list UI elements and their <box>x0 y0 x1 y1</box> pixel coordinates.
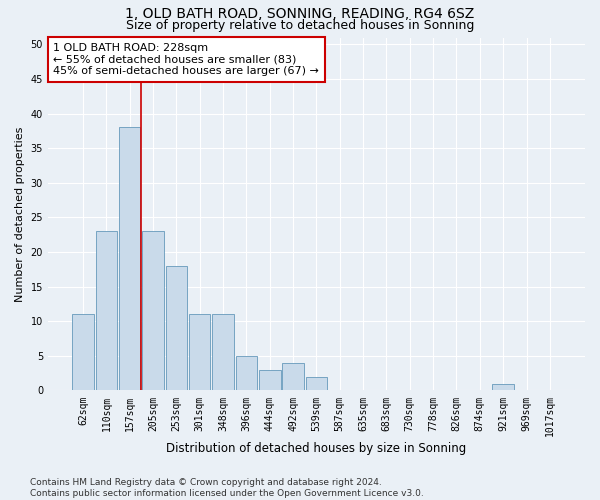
Text: 1, OLD BATH ROAD, SONNING, READING, RG4 6SZ: 1, OLD BATH ROAD, SONNING, READING, RG4 … <box>125 8 475 22</box>
Bar <box>73 314 94 390</box>
X-axis label: Distribution of detached houses by size in Sonning: Distribution of detached houses by size … <box>166 442 467 455</box>
Bar <box>212 314 234 390</box>
Text: Contains HM Land Registry data © Crown copyright and database right 2024.
Contai: Contains HM Land Registry data © Crown c… <box>30 478 424 498</box>
Bar <box>236 356 257 390</box>
Y-axis label: Number of detached properties: Number of detached properties <box>15 126 25 302</box>
Bar <box>119 128 140 390</box>
Bar <box>283 363 304 390</box>
Bar <box>95 232 117 390</box>
Bar <box>166 266 187 390</box>
Bar <box>142 232 164 390</box>
Bar <box>259 370 281 390</box>
Text: 1 OLD BATH ROAD: 228sqm
← 55% of detached houses are smaller (83)
45% of semi-de: 1 OLD BATH ROAD: 228sqm ← 55% of detache… <box>53 43 319 76</box>
Bar <box>189 314 211 390</box>
Bar <box>306 376 327 390</box>
Bar <box>493 384 514 390</box>
Text: Size of property relative to detached houses in Sonning: Size of property relative to detached ho… <box>126 18 474 32</box>
